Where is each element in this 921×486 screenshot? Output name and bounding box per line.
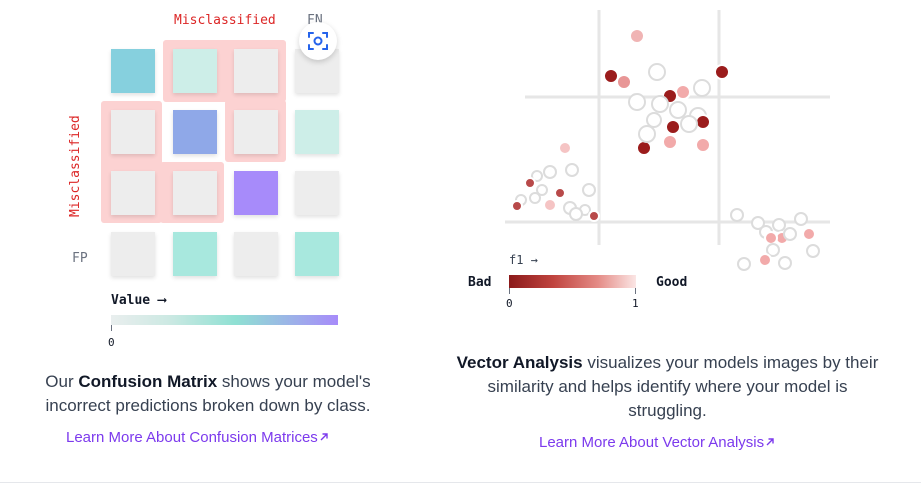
scatter-point[interactable]: [558, 141, 572, 155]
matrix-cell-r3-c3[interactable]: [295, 232, 339, 276]
scatter-point[interactable]: [511, 200, 523, 212]
matrix-cell-r2-c0[interactable]: [111, 171, 155, 215]
scatter-point[interactable]: [524, 177, 536, 189]
scatter-point[interactable]: [636, 140, 652, 156]
misclassified-top-label: Misclassified: [174, 13, 276, 28]
scatter-point[interactable]: [669, 101, 687, 119]
focus-button[interactable]: [299, 22, 337, 60]
f1-scale-tick-min: [509, 288, 510, 294]
scatter-point[interactable]: [638, 125, 656, 143]
bottom-divider: [0, 482, 921, 483]
scatter-point[interactable]: [529, 192, 541, 204]
scatter-point[interactable]: [778, 256, 792, 270]
external-arrow-icon: [766, 438, 774, 446]
scatter-point[interactable]: [603, 68, 619, 84]
matrix-cell-r0-c1[interactable]: [173, 49, 217, 93]
scatter-point[interactable]: [802, 227, 816, 241]
scatter-point[interactable]: [693, 79, 711, 97]
matrix-cell-r3-c2[interactable]: [234, 232, 278, 276]
matrix-cell-r3-c0[interactable]: [111, 232, 155, 276]
scatter-point[interactable]: [536, 184, 548, 196]
bad-label: Bad: [468, 275, 492, 290]
scatter-point[interactable]: [543, 165, 557, 179]
scatter-point[interactable]: [675, 84, 691, 100]
scatter-point[interactable]: [648, 63, 666, 81]
scatter-point[interactable]: [680, 115, 698, 133]
value-axis-label: Value ⟶: [111, 293, 166, 308]
scatter-point[interactable]: [758, 253, 772, 267]
scatter-point[interactable]: [629, 28, 645, 44]
scatter-point[interactable]: [662, 134, 678, 150]
matrix-cell-r1-c2[interactable]: [234, 110, 278, 154]
scatter-point[interactable]: [588, 210, 600, 222]
f1-scale-max: 1: [632, 297, 639, 310]
vector-scatter-plot: [505, 10, 830, 271]
matrix-cell-r2-c2[interactable]: [234, 171, 278, 215]
matrix-cell-r3-c1[interactable]: [173, 232, 217, 276]
matrix-cell-r1-c3[interactable]: [295, 110, 339, 154]
matrix-cell-r0-c0[interactable]: [111, 49, 155, 93]
scatter-point[interactable]: [783, 227, 797, 241]
value-scale-tick: [111, 325, 112, 331]
scatter-point[interactable]: [737, 257, 751, 271]
scatter-point[interactable]: [646, 112, 662, 128]
learn-more-vector-link[interactable]: Learn More About Vector Analysis: [539, 434, 775, 451]
scatter-point[interactable]: [543, 198, 557, 212]
f1-color-scale: [509, 275, 636, 288]
scatter-point[interactable]: [794, 212, 808, 226]
scatter-points: [511, 28, 820, 271]
scatter-point[interactable]: [554, 187, 566, 199]
scatter-point[interactable]: [730, 208, 744, 222]
scatter-point[interactable]: [751, 216, 765, 230]
fp-label: FP: [72, 251, 88, 266]
scatter-point[interactable]: [806, 244, 820, 258]
scatter-point[interactable]: [616, 74, 632, 90]
scatter-point[interactable]: [565, 163, 579, 177]
confusion-caption-bold: Confusion Matrix: [78, 372, 218, 391]
scatter-point[interactable]: [764, 231, 778, 245]
vector-caption: Vector Analysis visualizes your models i…: [456, 353, 879, 420]
scatter-point[interactable]: [772, 218, 786, 232]
f1-axis-label: f1 →: [509, 253, 538, 267]
scatter-point[interactable]: [531, 170, 543, 182]
matrix-cell-r1-c1[interactable]: [173, 110, 217, 154]
f1-scale-min: 0: [506, 297, 513, 310]
scatter-point[interactable]: [651, 95, 669, 113]
scatter-point[interactable]: [695, 114, 711, 130]
scatter-point[interactable]: [628, 93, 646, 111]
learn-more-confusion-link[interactable]: Learn More About Confusion Matrices: [66, 429, 329, 446]
vector-caption-bold: Vector Analysis: [456, 353, 583, 372]
scatter-point[interactable]: [695, 137, 711, 153]
scatter-point[interactable]: [714, 64, 730, 80]
good-label: Good: [656, 275, 688, 290]
f1-scale-tick-max: [635, 288, 636, 294]
scatter-point[interactable]: [582, 183, 596, 197]
matrix-cell-r1-c0[interactable]: [111, 110, 155, 154]
scatter-point[interactable]: [665, 119, 681, 135]
matrix-cell-r2-c1[interactable]: [173, 171, 217, 215]
scatter-point[interactable]: [766, 243, 780, 257]
misclassified-side-label: Misclassified: [68, 115, 83, 217]
scatter-point[interactable]: [569, 207, 583, 221]
value-scale-min: 0: [108, 336, 115, 349]
external-arrow-icon: [320, 433, 328, 441]
confusion-caption: Our Confusion Matrix shows your model's …: [45, 372, 371, 415]
focus-camera-icon: [308, 32, 328, 50]
value-color-scale: [111, 315, 338, 325]
matrix-cell-r2-c3[interactable]: [295, 171, 339, 215]
matrix-cell-r0-c2[interactable]: [234, 49, 278, 93]
